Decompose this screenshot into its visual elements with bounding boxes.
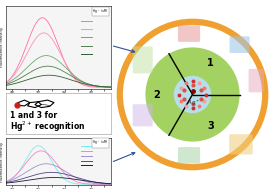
Text: 3: 3 (207, 121, 214, 131)
Text: Hg$^{2+}$ recognition: Hg$^{2+}$ recognition (10, 120, 85, 134)
Text: Ag$^+$: Ag$^+$ (187, 98, 201, 108)
X-axis label: Wavelength (nm): Wavelength (nm) (43, 96, 73, 100)
FancyBboxPatch shape (178, 147, 200, 164)
Y-axis label: Fluorescence Intensity: Fluorescence Intensity (1, 27, 4, 67)
FancyBboxPatch shape (229, 134, 253, 154)
FancyBboxPatch shape (230, 36, 250, 53)
Text: Hg$^{2+}$ (uM): Hg$^{2+}$ (uM) (92, 7, 109, 16)
Y-axis label: Fluorescence Intensity: Fluorescence Intensity (1, 142, 4, 182)
Text: 1 and 3 for: 1 and 3 for (10, 111, 57, 120)
Circle shape (174, 76, 211, 113)
FancyBboxPatch shape (133, 46, 153, 73)
FancyBboxPatch shape (249, 69, 264, 92)
FancyBboxPatch shape (133, 104, 153, 126)
Circle shape (145, 47, 240, 142)
Text: Hg$^{2+}$ (uM): Hg$^{2+}$ (uM) (92, 139, 109, 147)
Text: 1: 1 (207, 58, 214, 68)
Text: 2: 2 (153, 90, 160, 99)
FancyBboxPatch shape (178, 25, 200, 42)
